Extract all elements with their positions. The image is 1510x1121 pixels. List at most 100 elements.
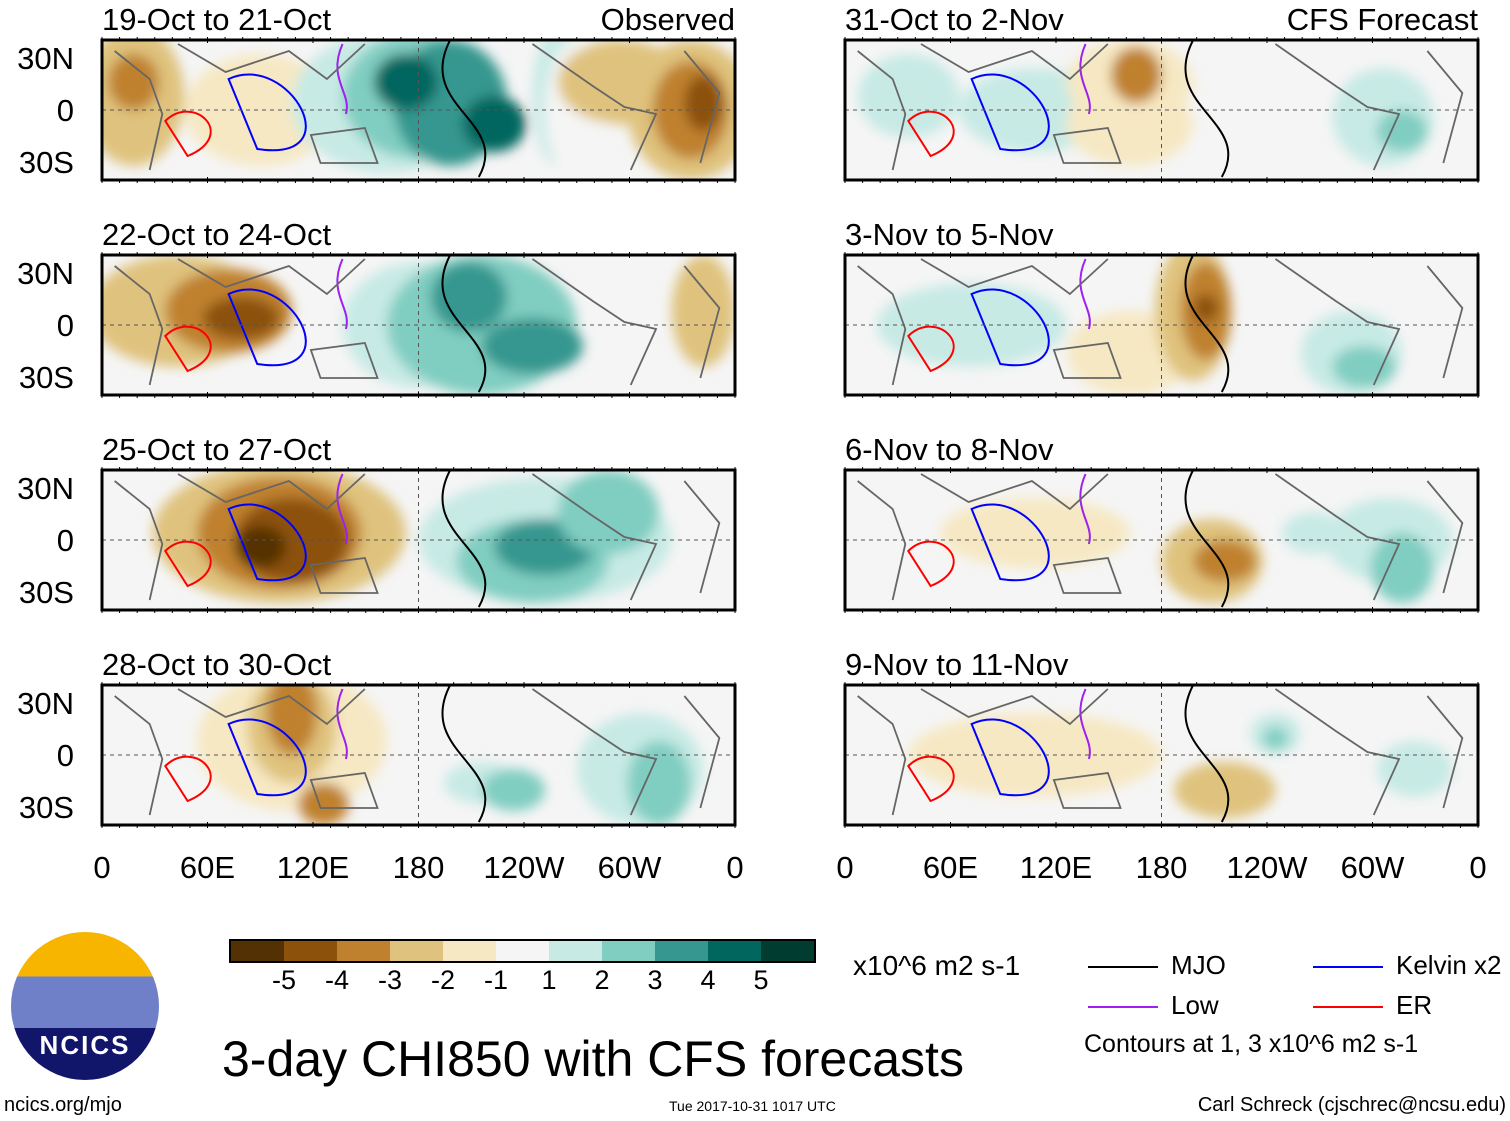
timestamp: Tue 2017-10-31 1017 UTC xyxy=(669,1098,836,1114)
anomaly-shading xyxy=(234,526,286,568)
legend-line-kelvin-x2 xyxy=(1313,966,1383,968)
colorbar-swatch xyxy=(390,941,443,961)
anomaly-shading xyxy=(939,498,1130,568)
units-label: x10^6 m2 s-1 xyxy=(853,950,1021,981)
map-panel xyxy=(843,252,1480,398)
kelvin-contour xyxy=(970,718,1050,797)
er-contour xyxy=(164,540,212,588)
kelvin-contour xyxy=(970,503,1050,582)
anomaly-shading xyxy=(908,713,1162,797)
x-tick-label: 180 xyxy=(392,850,445,885)
ncics-link[interactable]: ncics.org/mjo xyxy=(4,1094,122,1116)
x-tick-label: 120E xyxy=(1019,850,1093,885)
er-contour xyxy=(907,325,955,373)
colorbar-label: -4 xyxy=(324,965,349,995)
er-contour xyxy=(164,325,212,373)
y-tick-label: 30S xyxy=(18,145,74,180)
y-tick-label: 0 xyxy=(56,93,74,128)
colorbar-swatch xyxy=(443,941,496,961)
panel-title: 31-Oct to 2-Nov xyxy=(845,2,1064,37)
map-panel xyxy=(100,252,737,398)
anomaly-shading xyxy=(203,297,280,339)
mjo-contour xyxy=(441,685,487,823)
mjo-contour xyxy=(1184,470,1230,608)
ncics-logo: NCICS xyxy=(11,932,159,1080)
contours-note: Contours at 1, 3 x10^6 m2 s-1 xyxy=(1084,1030,1419,1058)
panel-title: 9-Nov to 11-Nov xyxy=(845,647,1069,682)
map-panel xyxy=(843,682,1480,828)
author: Carl Schreck (cjschrec@ncsu.edu) xyxy=(1197,1094,1506,1116)
y-tick-label: 0 xyxy=(56,308,74,343)
colorbar-label: -2 xyxy=(430,965,455,995)
mjo-contour xyxy=(1184,255,1230,393)
low-contour xyxy=(1079,473,1091,545)
anomaly-shading xyxy=(671,255,735,367)
map-panel xyxy=(100,682,737,828)
anomaly-shading xyxy=(1262,727,1289,750)
legend-label: MJO xyxy=(1171,950,1226,980)
colorbar-swatch xyxy=(602,941,655,961)
coastlines xyxy=(857,258,1464,386)
low-contour xyxy=(336,43,348,115)
anomaly-shading xyxy=(374,54,438,110)
mjo-contour xyxy=(441,255,487,393)
er-contour xyxy=(164,755,212,803)
colorbar-label: 5 xyxy=(753,965,769,995)
anomaly-shading xyxy=(266,685,318,755)
panel-title: 19-Oct to 21-Oct xyxy=(102,2,332,37)
x-tick-label: 60W xyxy=(597,850,662,885)
colorbar-label: 2 xyxy=(594,965,610,995)
coastlines xyxy=(114,43,721,171)
panel-tag: Observed xyxy=(600,2,735,37)
y-tick-label: 30N xyxy=(17,41,74,76)
colorbar-label: 3 xyxy=(647,965,663,995)
er-contour xyxy=(164,110,212,158)
anomaly-shading xyxy=(857,54,959,138)
anomaly-shading xyxy=(108,54,159,110)
colorbar-label: -3 xyxy=(377,965,402,995)
map-panel xyxy=(100,37,737,183)
x-tick-label: 180 xyxy=(1135,850,1188,885)
anomaly-shading xyxy=(627,741,691,825)
anomaly-shading xyxy=(481,318,584,374)
y-tick-label: 0 xyxy=(56,738,74,773)
map-panel xyxy=(100,467,737,613)
low-contour xyxy=(336,688,348,760)
legend-label: Low xyxy=(1171,990,1219,1020)
x-tick-label: 60W xyxy=(1340,850,1405,885)
y-tick-label: 30S xyxy=(18,575,74,610)
kelvin-contour xyxy=(970,288,1050,367)
legend-line-mjo xyxy=(1088,966,1158,968)
legend-line-low xyxy=(1088,1006,1158,1008)
y-tick-label: 0 xyxy=(56,523,74,558)
colorbar-swatch xyxy=(231,941,284,961)
x-tick-label: 60E xyxy=(179,850,236,885)
x-tick-label: 60E xyxy=(922,850,979,885)
colorbar-swatch xyxy=(549,941,602,961)
er-contour xyxy=(907,110,955,158)
mjo-contour xyxy=(1184,40,1230,178)
low-contour xyxy=(1079,43,1091,115)
low-contour xyxy=(1079,688,1091,760)
panel-title: 3-Nov to 5-Nov xyxy=(845,217,1054,252)
y-tick-label: 30N xyxy=(17,471,74,506)
figure-title: 3-day CHI850 with CFS forecasts xyxy=(222,1031,964,1087)
panel-title: 22-Oct to 24-Oct xyxy=(102,217,332,252)
legend-label: Kelvin x2 xyxy=(1396,950,1502,980)
mjo-contour xyxy=(441,470,487,608)
kelvin-contour xyxy=(970,73,1050,152)
er-contour xyxy=(907,755,955,803)
colorbar-label: 1 xyxy=(541,965,557,995)
x-tick-label: 120W xyxy=(1226,850,1308,885)
panel-title: 25-Oct to 27-Oct xyxy=(102,432,332,467)
colorbar xyxy=(229,939,816,963)
panel-title: 28-Oct to 30-Oct xyxy=(102,647,332,682)
y-tick-label: 30S xyxy=(18,790,74,825)
x-tick-label: 0 xyxy=(726,850,744,885)
coastlines xyxy=(857,688,1464,816)
x-tick-label: 120W xyxy=(483,850,565,885)
anomaly-shading xyxy=(1332,346,1396,388)
coastlines xyxy=(114,258,721,386)
anomaly-shading xyxy=(1174,762,1276,818)
